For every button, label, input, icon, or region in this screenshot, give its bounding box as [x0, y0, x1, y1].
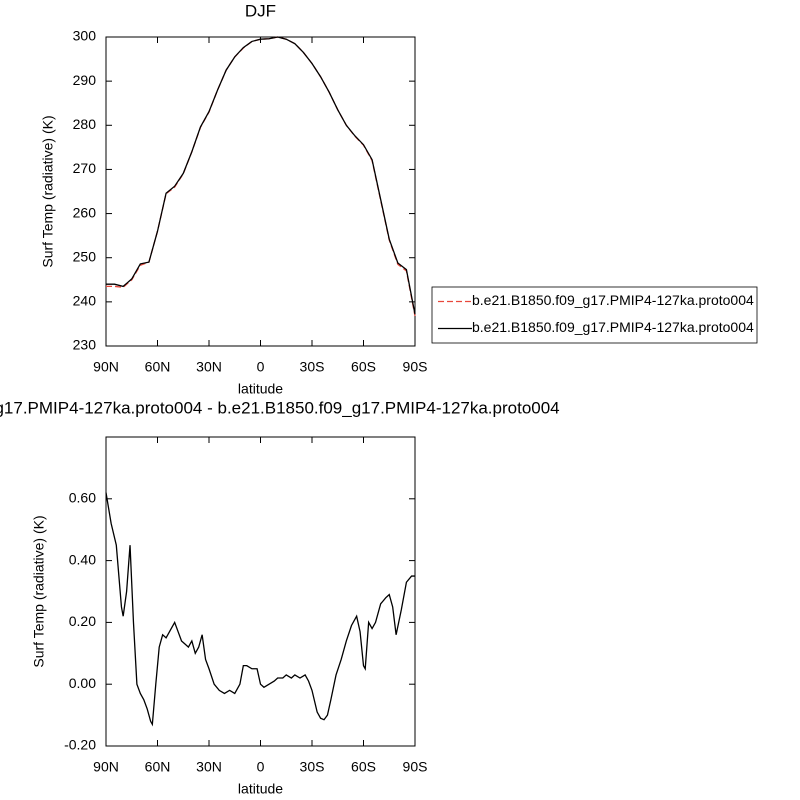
y-tick-label: 0.00 — [69, 675, 96, 691]
y-tick-label: 280 — [73, 116, 97, 132]
data-line — [106, 36, 416, 317]
legend-label: b.e21.B1850.f09_g17.PMIP4-127ka.proto004 — [472, 319, 754, 335]
chart-title: DJF — [245, 1, 276, 20]
legend-box — [431, 286, 758, 344]
data-line — [106, 36, 416, 315]
plot-frame — [105, 436, 416, 747]
x-tick-label: 60S — [351, 759, 376, 775]
y-tick-label: 250 — [73, 248, 97, 264]
x-tick-label: 30S — [300, 759, 325, 775]
y-axis-label: Surf Temp (radiative) (K) — [40, 115, 56, 267]
y-tick-label: -0.20 — [64, 737, 96, 753]
y-tick-label: 0.60 — [69, 490, 96, 506]
x-tick-label: 90S — [403, 759, 428, 775]
y-tick-label: 230 — [73, 337, 97, 353]
x-tick-label: 60N — [145, 759, 171, 775]
x-tick-label: 90S — [403, 359, 428, 375]
y-axis-label: Surf Temp (radiative) (K) — [31, 515, 47, 667]
x-tick-label: 0 — [257, 359, 265, 375]
x-tick-label: 30N — [196, 759, 222, 775]
chart-title: f09_g17.PMIP4-127ka.proto004 - b.e21.B18… — [0, 398, 560, 417]
x-tick-label: 60N — [145, 359, 171, 375]
x-tick-label: 0 — [257, 759, 265, 775]
y-tick-label: 290 — [73, 72, 97, 88]
y-tick-label: 260 — [73, 204, 97, 220]
x-tick-label: 90N — [93, 359, 119, 375]
x-tick-label: 60S — [351, 359, 376, 375]
x-axis-label: latitude — [238, 781, 283, 797]
y-tick-label: 300 — [73, 28, 97, 44]
x-tick-label: 90N — [93, 759, 119, 775]
y-tick-label: 0.20 — [69, 613, 96, 629]
x-axis-label: latitude — [238, 381, 283, 397]
plot-frame — [105, 36, 416, 347]
x-tick-label: 30N — [196, 359, 222, 375]
legend-label: b.e21.B1850.f09_g17.PMIP4-127ka.proto004 — [472, 292, 754, 308]
y-tick-label: 0.40 — [69, 551, 96, 567]
x-tick-label: 30S — [300, 359, 325, 375]
y-tick-label: 240 — [73, 293, 97, 309]
y-tick-label: 270 — [73, 160, 97, 176]
data-line — [105, 492, 415, 727]
